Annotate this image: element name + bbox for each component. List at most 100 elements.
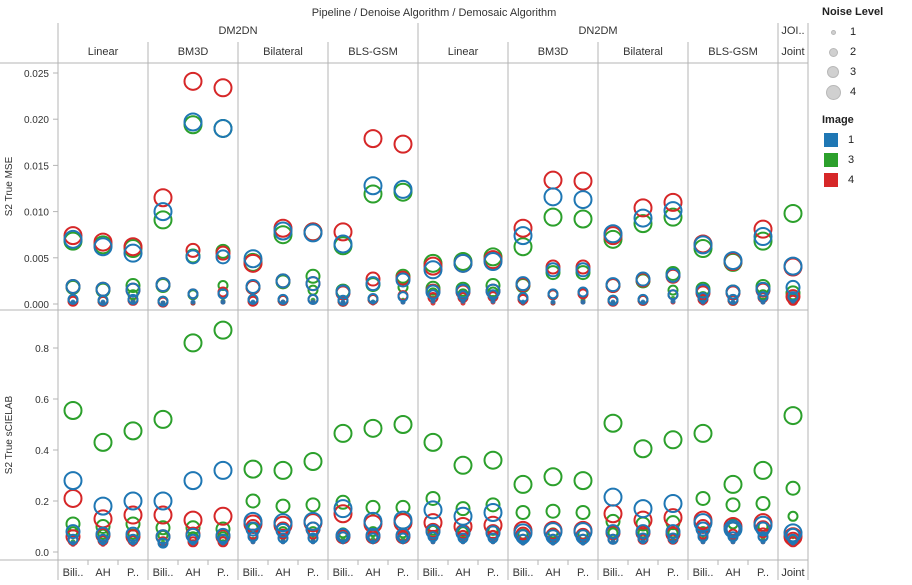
data-point — [755, 521, 771, 537]
data-point — [453, 517, 473, 536]
data-point — [213, 78, 233, 98]
data-point — [190, 299, 196, 305]
data-point — [580, 540, 586, 546]
data-point — [723, 251, 743, 271]
data-point — [363, 176, 383, 196]
data-point — [305, 268, 321, 284]
denoise-header: Bilateral — [263, 46, 303, 58]
data-point — [333, 234, 353, 254]
data-point — [607, 294, 619, 306]
circle-icon — [830, 29, 836, 35]
data-point — [543, 207, 563, 227]
data-point — [243, 253, 263, 273]
demosaic-label: Bili.. — [63, 567, 84, 579]
demosaic-label: P.. — [127, 567, 139, 579]
data-point — [400, 299, 406, 305]
data-point — [160, 541, 166, 547]
data-point — [633, 439, 653, 459]
data-point — [605, 277, 621, 293]
size-swatch-icon — [822, 47, 844, 57]
data-point — [670, 539, 676, 545]
color-swatch-icon — [824, 153, 838, 167]
data-point — [250, 539, 256, 545]
data-point — [310, 539, 316, 545]
data-point — [125, 278, 141, 294]
data-point — [273, 221, 293, 241]
demosaic-label: AH — [725, 567, 740, 579]
data-point — [603, 487, 623, 507]
size-legend-label: 1 — [850, 26, 857, 38]
data-point — [693, 423, 713, 443]
data-point — [93, 232, 113, 252]
data-point — [363, 418, 383, 438]
data-point — [543, 467, 563, 487]
data-point — [280, 539, 286, 545]
data-point — [245, 521, 261, 537]
color-legend-item: 1 — [822, 130, 883, 150]
data-point — [333, 504, 353, 524]
data-point — [483, 502, 503, 522]
x-axis-labels: Bili.. AH P.. Bili.. AH P.. Bili.. AH P.. Bili.. A… — [63, 560, 805, 579]
data-point — [333, 423, 353, 443]
data-point — [185, 242, 201, 258]
y-axis-label: S2 True sCIELAB — [4, 395, 15, 474]
data-point — [573, 471, 593, 491]
data-point — [515, 504, 531, 520]
data-point — [280, 299, 286, 305]
demosaic-label: AH — [95, 567, 110, 579]
data-point — [603, 413, 623, 433]
size-swatch-icon — [822, 84, 844, 100]
data-point — [633, 499, 653, 519]
chart-frame — [0, 23, 809, 580]
data-point — [693, 235, 713, 255]
data-point — [667, 284, 679, 296]
data-point — [633, 214, 653, 234]
data-point — [183, 112, 203, 132]
data-point — [573, 190, 593, 210]
data-point — [245, 278, 261, 294]
y-tick-label: 0.0 — [35, 548, 49, 559]
data-point — [95, 281, 111, 297]
y-tick-label: 0.6 — [35, 395, 49, 406]
data-point — [695, 490, 711, 506]
color-legend-label: 3 — [848, 154, 855, 166]
data-point — [340, 299, 346, 305]
denoise-header: Joint — [781, 46, 804, 58]
data-point — [545, 262, 561, 278]
data-point — [753, 460, 773, 480]
data-point — [183, 71, 203, 91]
data-point — [755, 496, 771, 512]
data-point — [333, 222, 353, 242]
data-point — [363, 129, 383, 149]
data-point — [243, 459, 263, 479]
data-point — [513, 226, 533, 246]
data-point — [183, 471, 203, 491]
data-point — [155, 277, 171, 293]
data-point — [183, 510, 203, 530]
data-point — [123, 237, 143, 257]
data-point — [190, 540, 196, 546]
data-point — [485, 283, 501, 299]
data-point — [365, 276, 381, 292]
data-point — [65, 524, 81, 540]
data-point — [123, 421, 143, 441]
demosaic-label: Bili.. — [333, 567, 354, 579]
y-tick-label: 0.020 — [24, 115, 49, 126]
y-axis-label: S2 True MSE — [4, 156, 15, 216]
data-point — [337, 294, 349, 306]
data-point — [790, 540, 796, 546]
data-point — [400, 539, 406, 545]
data-point — [393, 415, 413, 434]
data-point — [640, 539, 646, 545]
denoise-header: BM3D — [178, 46, 209, 58]
data-point — [573, 171, 593, 191]
data-point — [63, 400, 83, 420]
data-point — [370, 299, 376, 305]
data-point — [485, 497, 501, 513]
data-point — [393, 179, 413, 199]
data-point — [153, 210, 173, 230]
data-point — [787, 510, 799, 522]
data-point — [695, 521, 711, 537]
demosaic-label: Bili.. — [243, 567, 264, 579]
demosaic-label: AH — [545, 567, 560, 579]
